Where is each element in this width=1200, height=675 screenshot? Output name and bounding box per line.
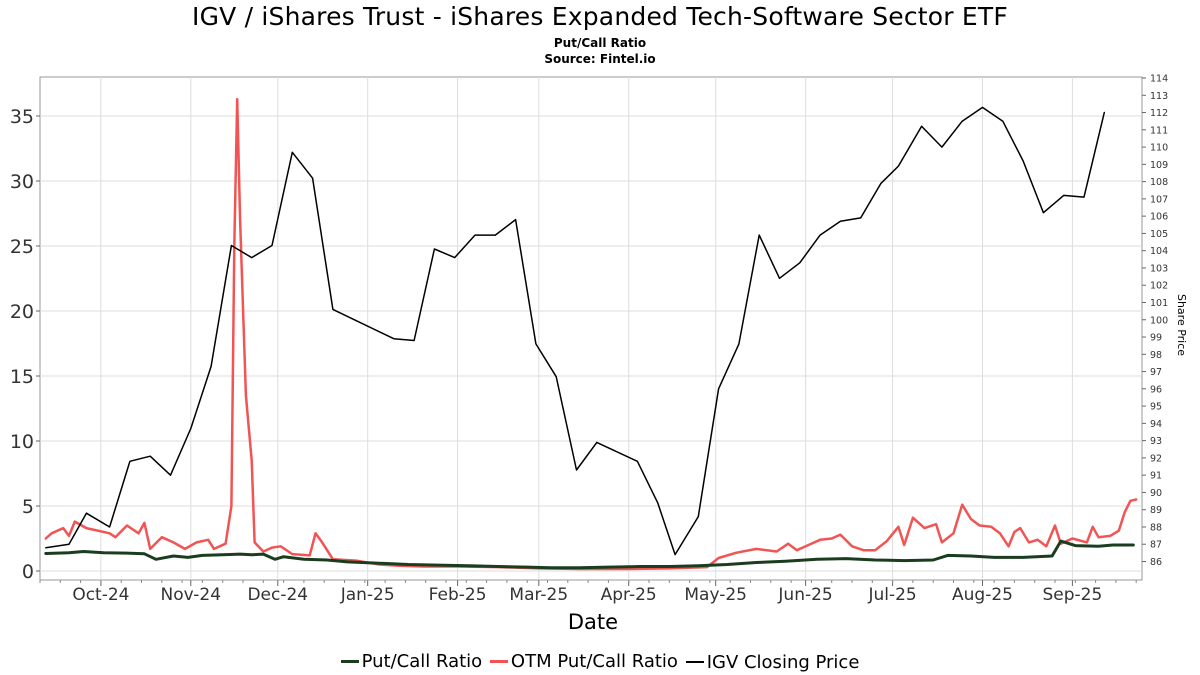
y-left-tick-label: 0 bbox=[22, 561, 34, 583]
y-right-tick-label: 86 bbox=[1150, 557, 1162, 568]
y-right-tick-label: 91 bbox=[1150, 471, 1162, 482]
y-left-tick-label: 10 bbox=[10, 431, 34, 453]
x-tick-label: Mar-25 bbox=[509, 585, 568, 605]
y-left-tick-label: 35 bbox=[10, 106, 34, 128]
legend-item-put-call[interactable]: Put/Call Ratio bbox=[340, 651, 483, 672]
series-line-put-call-ratio bbox=[44, 539, 1135, 570]
x-tick-label: Jun-25 bbox=[777, 585, 832, 605]
y-right-tick-label: 105 bbox=[1150, 229, 1168, 240]
y-left-tick-label: 20 bbox=[10, 301, 34, 323]
series-line-otm-put-call-ratio bbox=[44, 97, 1138, 571]
x-tick-label: Oct-24 bbox=[72, 585, 129, 605]
y-left-tick-label: 25 bbox=[10, 236, 34, 258]
y-right-tick-label: 108 bbox=[1150, 177, 1168, 188]
axes: 0 5 10 15 20 25 30 35 Oct-24 Nov-24 Dec-24 Jan-25 Fe… bbox=[10, 74, 1168, 606]
x-tick-label: Dec-24 bbox=[247, 585, 308, 605]
y-right-tick-label: 113 bbox=[1150, 91, 1168, 102]
legend-item-otm-put-call[interactable]: OTM Put/Call Ratio bbox=[489, 651, 678, 672]
legend-swatch-otm-put-call bbox=[489, 660, 508, 663]
y-right-tick-label: 92 bbox=[1150, 453, 1162, 464]
legend-label-closing-price: IGV Closing Price bbox=[706, 651, 860, 673]
legend-label-otm-put-call: OTM Put/Call Ratio bbox=[510, 651, 678, 672]
x-tick-label: Feb-25 bbox=[429, 585, 487, 605]
y-right-tick-label: 93 bbox=[1150, 436, 1162, 447]
x-axis-title: Date bbox=[568, 610, 618, 634]
series-line-igv-closing-price bbox=[45, 106, 1106, 556]
y-axis-right-title: Share Price bbox=[1175, 294, 1188, 356]
y-right-tick-label: 110 bbox=[1150, 143, 1168, 154]
y-right-tick-label: 111 bbox=[1150, 125, 1168, 136]
chart-legend: Put/Call Ratio OTM Put/Call Ratio IGV Cl… bbox=[0, 647, 1200, 673]
y-right-tick-label: 112 bbox=[1150, 108, 1168, 119]
y-left-tick-label: 5 bbox=[22, 496, 34, 518]
y-right-tick-label: 107 bbox=[1150, 194, 1168, 205]
y-right-tick-label: 98 bbox=[1150, 350, 1162, 361]
y-right-tick-label: 104 bbox=[1150, 246, 1168, 257]
y-right-tick-label: 106 bbox=[1150, 212, 1168, 223]
chart-subtitle: Put/Call Ratio bbox=[553, 36, 647, 50]
y-right-tick-label: 90 bbox=[1150, 488, 1162, 499]
legend-swatch-put-call bbox=[340, 660, 359, 663]
y-right-tick-label: 103 bbox=[1150, 263, 1168, 274]
y-right-tick-label: 94 bbox=[1150, 419, 1162, 430]
y-right-tick-label: 89 bbox=[1150, 505, 1162, 516]
x-tick-label: Sep-25 bbox=[1042, 585, 1102, 605]
y-right-tick-label: 109 bbox=[1150, 160, 1168, 171]
grid-lines bbox=[40, 77, 1142, 580]
y-right-tick-label: 102 bbox=[1150, 281, 1168, 292]
x-tick-label: Jul-25 bbox=[867, 585, 916, 605]
chart-title: IGV / iShares Trust - iShares Expanded T… bbox=[192, 2, 1008, 31]
x-tick-label: Apr-25 bbox=[601, 585, 657, 605]
x-tick-label: Nov-24 bbox=[161, 585, 222, 605]
legend-label-put-call: Put/Call Ratio bbox=[361, 651, 483, 672]
y-right-tick-label: 97 bbox=[1150, 367, 1162, 378]
legend-item-closing-price[interactable]: IGV Closing Price bbox=[685, 651, 860, 673]
y-left-tick-label: 15 bbox=[10, 366, 34, 388]
y-right-tick-label: 100 bbox=[1150, 315, 1168, 326]
x-tick-label: May-25 bbox=[684, 585, 747, 605]
legend-swatch-closing-price bbox=[685, 661, 704, 663]
y-right-tick-label: 96 bbox=[1150, 384, 1162, 395]
y-right-tick-label: 95 bbox=[1150, 402, 1162, 413]
chart-source: Source: Fintel.io bbox=[544, 52, 656, 66]
y-left-tick-label: 30 bbox=[10, 171, 34, 193]
plot-background bbox=[39, 76, 1143, 581]
y-right-tick-label: 101 bbox=[1150, 298, 1168, 309]
x-tick-label: Jan-25 bbox=[340, 585, 395, 605]
y-right-tick-label: 114 bbox=[1150, 74, 1168, 85]
y-right-tick-label: 87 bbox=[1150, 540, 1162, 551]
y-right-tick-label: 88 bbox=[1150, 522, 1162, 533]
series-lines bbox=[44, 97, 1138, 571]
y-right-tick-label: 99 bbox=[1150, 333, 1162, 344]
x-tick-label: Aug-25 bbox=[952, 585, 1013, 605]
